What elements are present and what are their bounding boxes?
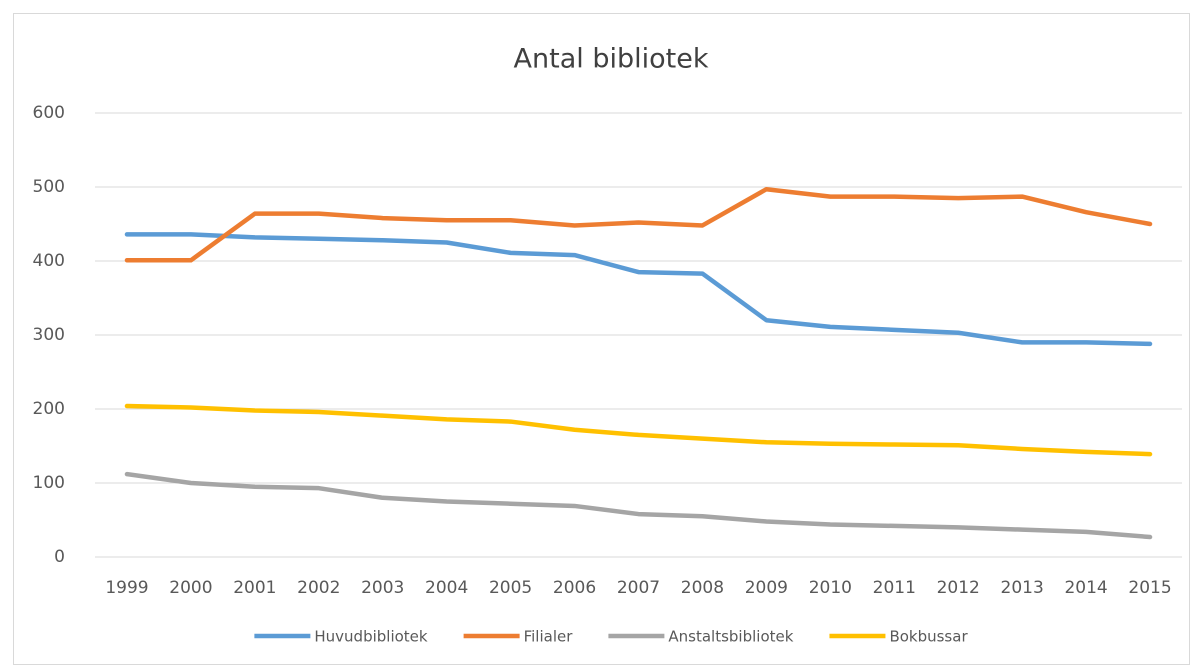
y-tick-label: 0 xyxy=(54,547,65,567)
y-tick-label: 200 xyxy=(33,399,65,419)
series-line xyxy=(124,471,1153,540)
x-tick-label: 2009 xyxy=(745,578,788,598)
series-line xyxy=(124,403,1153,457)
x-tick-label: 2011 xyxy=(873,578,916,598)
y-tick-label: 300 xyxy=(33,325,65,345)
legend-label: Filialer xyxy=(524,628,574,646)
x-tick-label: 2001 xyxy=(233,578,276,598)
legend-label: Huvudbibliotek xyxy=(314,628,428,646)
x-tick-label: 2007 xyxy=(617,578,660,598)
series-line xyxy=(124,232,1153,347)
x-tick-label: 2015 xyxy=(1128,578,1171,598)
y-tick-label: 500 xyxy=(33,177,65,197)
legend-label: Anstaltsbibliotek xyxy=(668,628,793,646)
legend-label: Bokbussar xyxy=(889,628,968,646)
x-tick-label: 2005 xyxy=(489,578,532,598)
y-tick-label: 400 xyxy=(33,251,65,271)
x-tick-label: 2014 xyxy=(1064,578,1107,598)
x-tick-label: 2004 xyxy=(425,578,468,598)
series-line xyxy=(124,186,1153,263)
x-tick-label: 2013 xyxy=(1001,578,1044,598)
x-tick-label: 2008 xyxy=(681,578,724,598)
x-tick-label: 2012 xyxy=(937,578,980,598)
x-tick-label: 2010 xyxy=(809,578,852,598)
chart-title: Antal bibliotek xyxy=(514,44,709,75)
y-tick-label: 100 xyxy=(33,473,65,493)
y-tick-label: 600 xyxy=(33,103,65,123)
x-tick-label: 2002 xyxy=(297,578,340,598)
x-tick-label: 1999 xyxy=(105,578,148,598)
x-tick-label: 2003 xyxy=(361,578,404,598)
x-tick-label: 2000 xyxy=(169,578,212,598)
x-tick-label: 2006 xyxy=(553,578,596,598)
